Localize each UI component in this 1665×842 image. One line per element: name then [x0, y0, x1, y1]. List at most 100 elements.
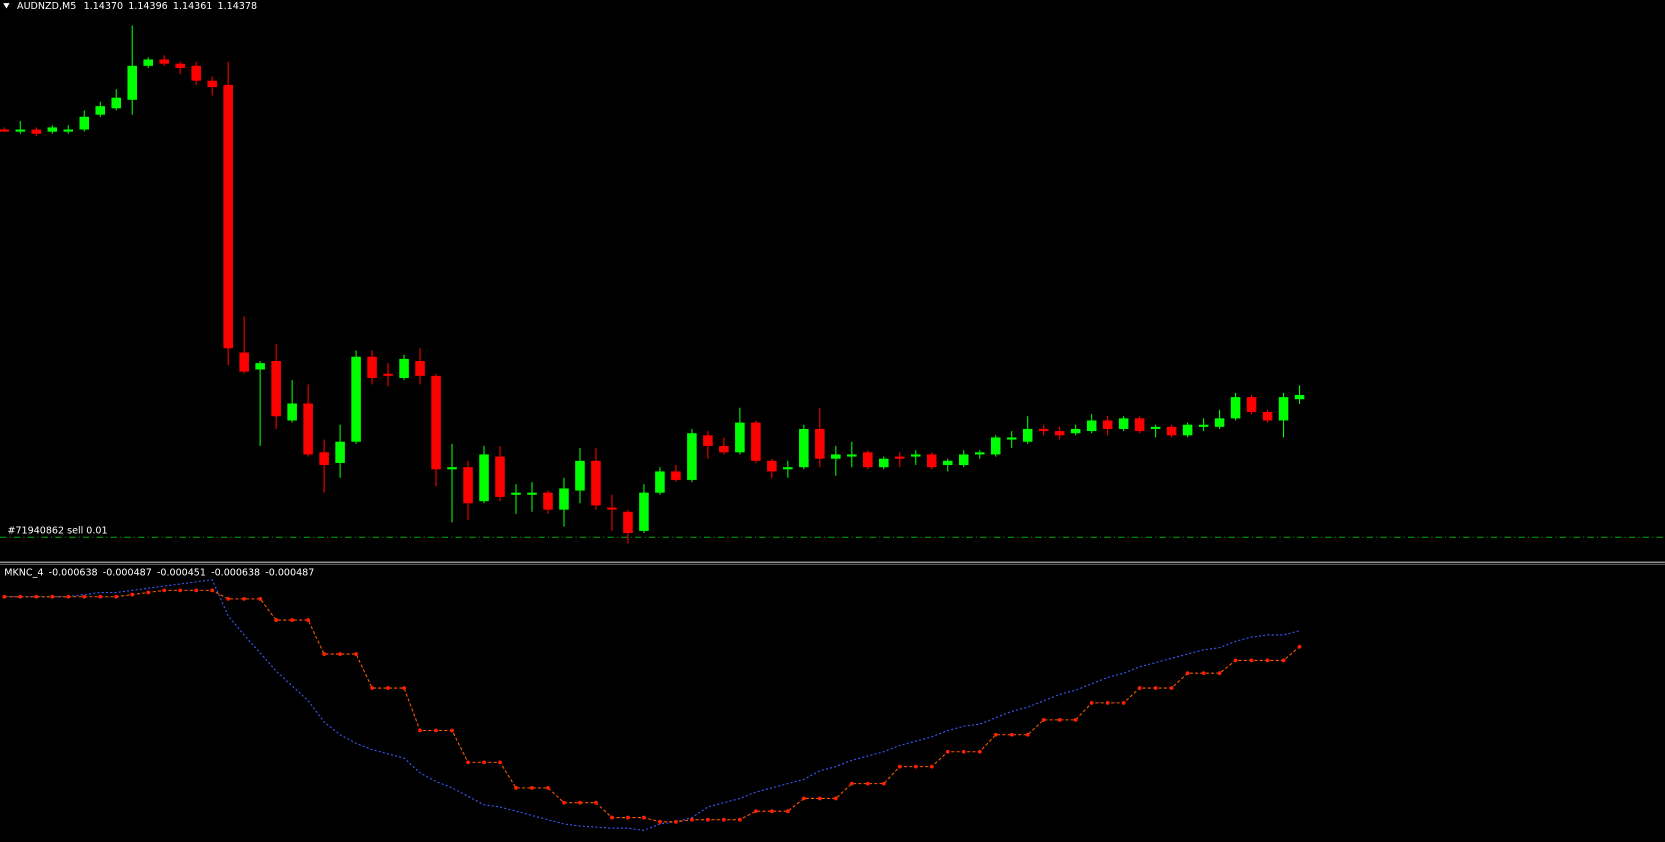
indicator-point	[1249, 658, 1254, 663]
indicator-point	[1185, 671, 1190, 676]
indicator-title: MKNC_4	[4, 567, 43, 578]
indicator-point	[530, 785, 534, 790]
indicator-point	[977, 749, 982, 754]
candle-body	[79, 116, 90, 130]
indicator-point	[418, 728, 422, 733]
candle-body	[479, 454, 489, 502]
indicator-point	[961, 749, 966, 754]
candle-body	[655, 471, 665, 493]
candle-body	[159, 59, 169, 64]
indicator-point	[258, 596, 263, 601]
candle-body	[95, 106, 106, 115]
indicator-point	[434, 728, 438, 733]
indicator-point	[610, 815, 614, 820]
indicator-point	[705, 817, 710, 822]
candle-body	[894, 456, 905, 459]
symbol: AUDNZD,M5	[17, 0, 76, 11]
indicator-point	[1041, 717, 1046, 722]
candle-body	[303, 403, 313, 455]
candle-body	[751, 422, 761, 461]
candle-body	[1006, 437, 1017, 440]
indicator-point	[1009, 732, 1014, 737]
candle-body	[783, 467, 793, 470]
candle-body	[1294, 394, 1305, 400]
candle-body	[335, 441, 345, 463]
candle-body	[767, 460, 777, 472]
candle-body	[831, 454, 841, 459]
candle-body	[607, 507, 617, 510]
indicator-point	[1201, 671, 1206, 676]
candle-body	[559, 488, 569, 510]
indicator-point	[849, 781, 854, 786]
candle-body	[735, 422, 745, 453]
indicator-value: -0.000638	[211, 567, 260, 578]
candle-body	[383, 373, 393, 376]
indicator-point	[673, 819, 678, 824]
indicator-value: -0.000638	[49, 567, 98, 578]
indicator-point	[1057, 717, 1062, 722]
candle-body	[111, 97, 122, 109]
indicator-point	[562, 800, 566, 805]
indicator-point	[322, 652, 327, 656]
candle-body	[815, 428, 825, 459]
candle-body	[543, 492, 553, 510]
indicator-point	[1217, 671, 1222, 676]
indicator-point	[881, 781, 886, 786]
candle-body	[639, 492, 649, 531]
candle-body	[974, 452, 985, 455]
candle-body	[942, 460, 953, 466]
indicator-point	[546, 785, 550, 790]
candle-body	[0, 129, 10, 132]
candle-body	[31, 129, 42, 134]
indicator-point	[626, 815, 630, 820]
candle-body	[447, 467, 457, 470]
candle-body	[910, 454, 921, 457]
indicator-point	[146, 590, 151, 595]
candle-body	[863, 452, 873, 468]
candle-body	[1198, 424, 1209, 427]
indicator-point	[721, 817, 726, 822]
indicator-point	[658, 819, 662, 824]
candle-body	[990, 437, 1001, 455]
candle-body	[527, 492, 537, 495]
indicator-point	[114, 594, 119, 599]
candle-body	[1038, 428, 1049, 432]
indicator-point	[34, 594, 39, 599]
indicator-point	[1089, 700, 1094, 705]
candle-body	[175, 63, 185, 68]
indicator-point	[1153, 686, 1158, 690]
indicator-point	[226, 596, 231, 601]
indicator-point	[402, 686, 406, 690]
indicator-point	[737, 817, 742, 822]
candle-body	[591, 460, 601, 506]
indicator-point	[386, 686, 390, 690]
indicator-point	[1025, 732, 1030, 737]
quote: 1.14370	[84, 0, 123, 11]
candle-body	[495, 456, 505, 497]
candle-body	[1070, 428, 1081, 434]
indicator-point	[833, 796, 838, 801]
indicator-point	[1121, 700, 1126, 705]
candle-body	[879, 458, 889, 468]
indicator-point	[290, 618, 295, 622]
candle-body	[399, 358, 409, 378]
indicator-point	[242, 596, 247, 601]
chart-header: AUDNZD,M5 1.14370 1.14396 1.14361 1.1437…	[17, 0, 257, 11]
candle-body	[1262, 411, 1273, 421]
candle-body	[63, 129, 74, 132]
indicator-point	[1105, 700, 1110, 705]
indicator-line	[4, 589, 1300, 823]
candle-body	[1278, 397, 1289, 421]
candle-body	[623, 511, 633, 534]
candle-body	[415, 361, 425, 376]
indicator-point	[194, 588, 199, 593]
candle-body	[367, 356, 377, 378]
candle-body	[719, 445, 729, 453]
indicator-point	[450, 728, 454, 733]
indicator-value: -0.000451	[157, 567, 206, 578]
candle-body	[1054, 431, 1065, 436]
candle-body	[1182, 424, 1193, 436]
candle-body	[255, 363, 265, 370]
dropdown-arrow[interactable]	[3, 3, 10, 9]
